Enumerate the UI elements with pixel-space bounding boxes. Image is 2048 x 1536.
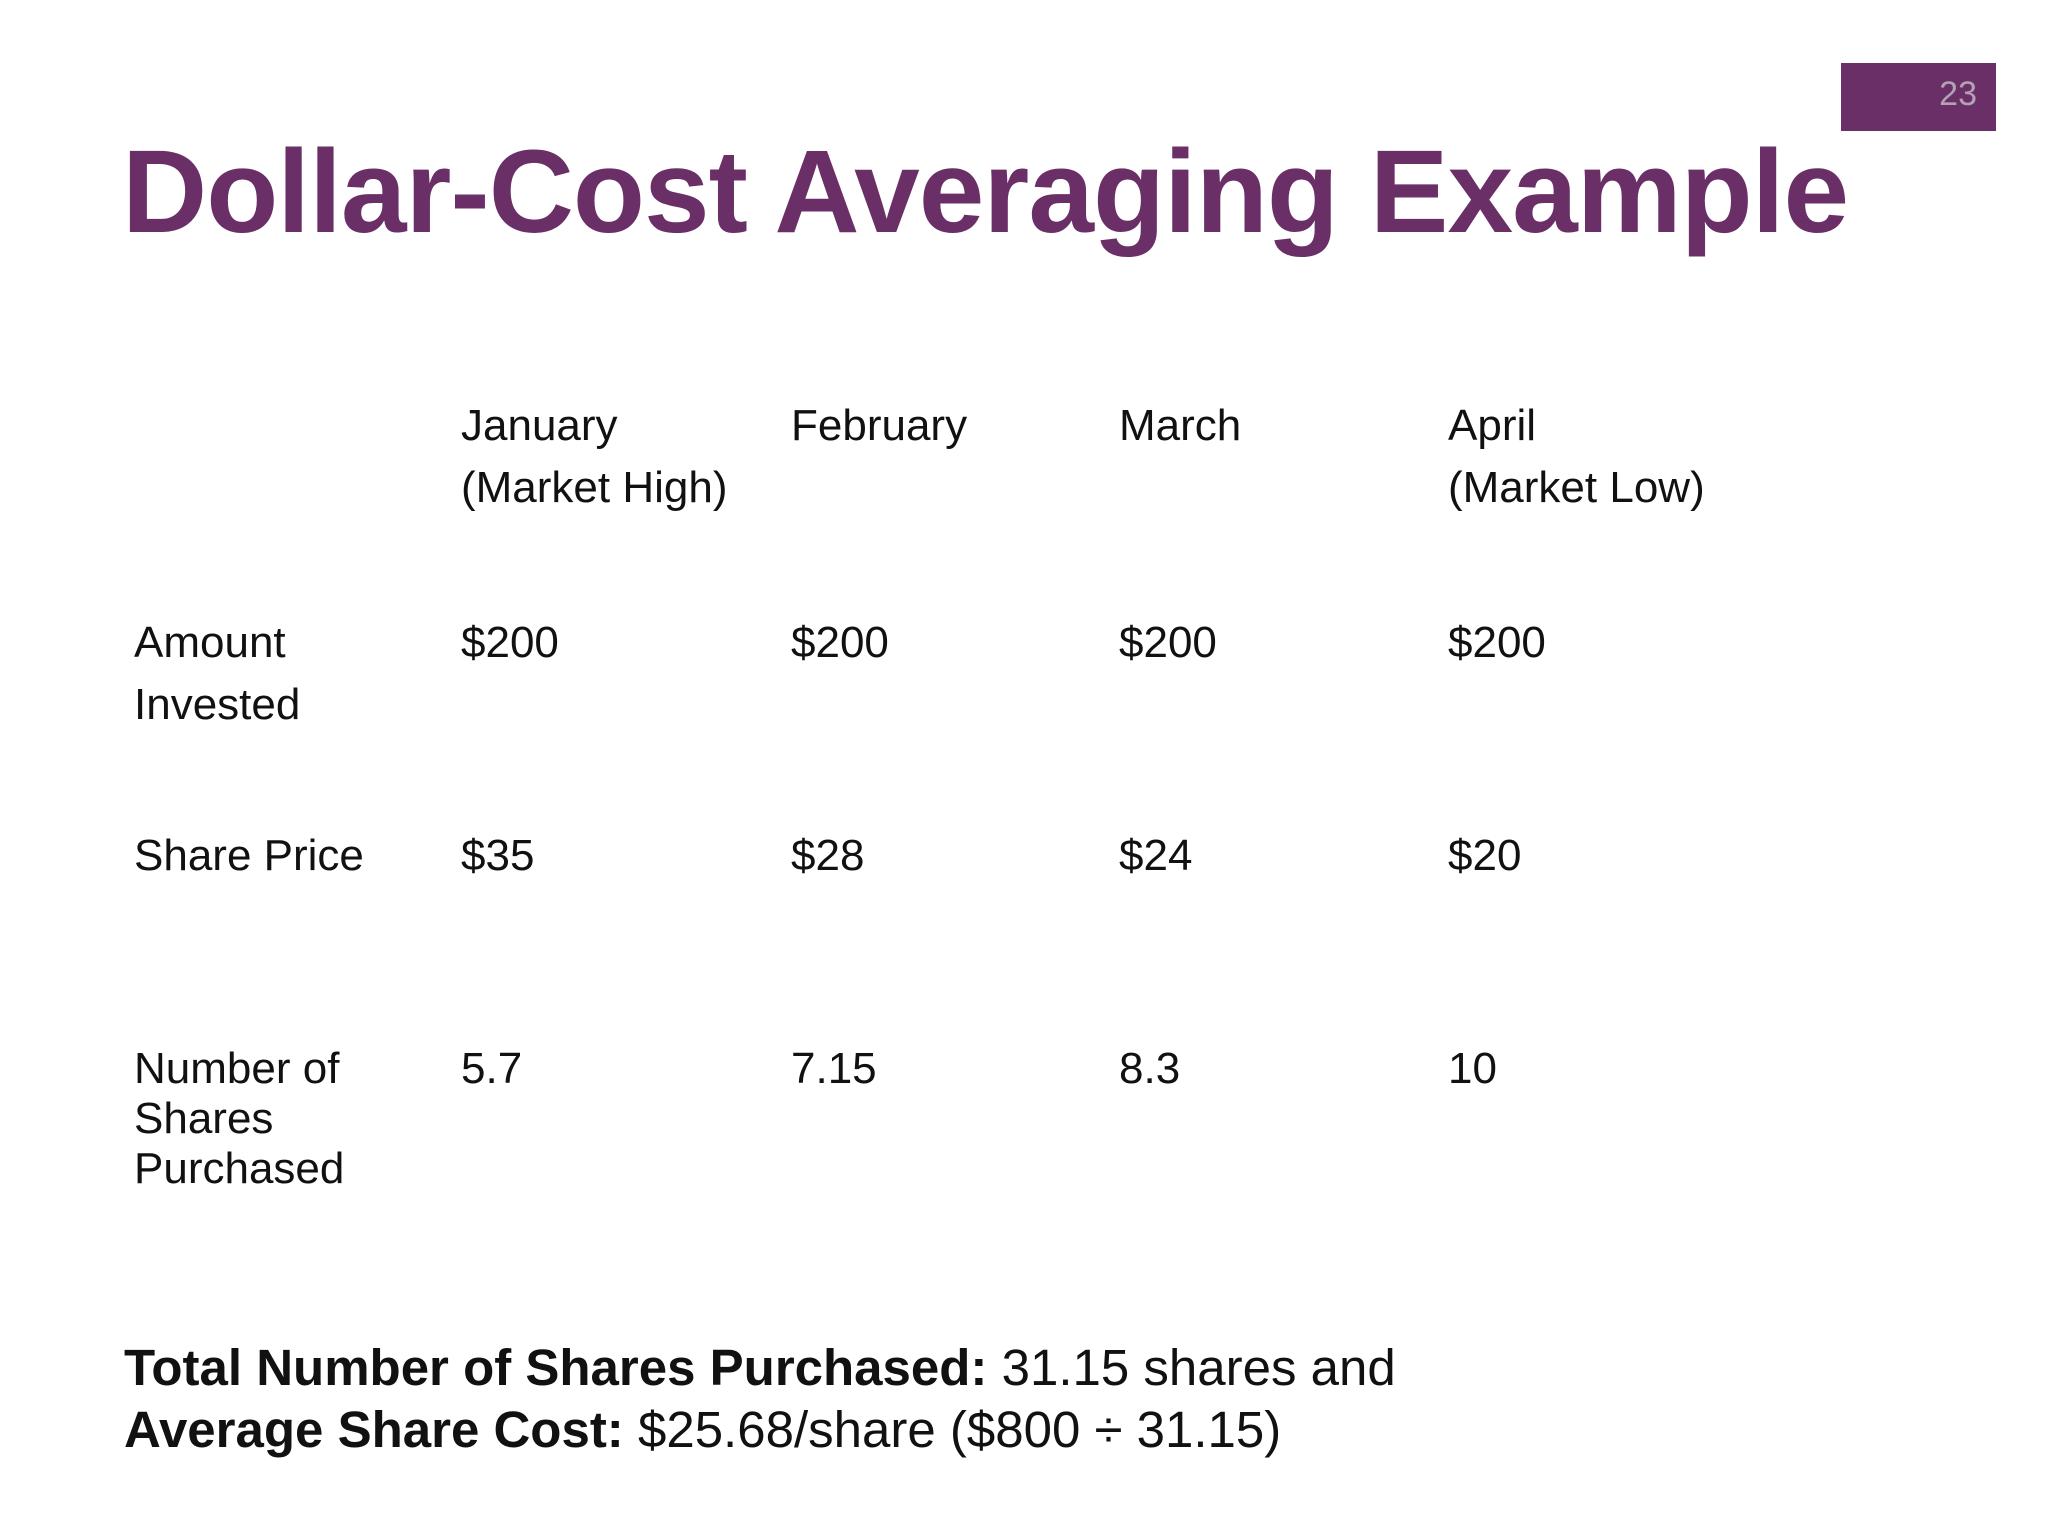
row-label-share-price: Share Price bbox=[134, 825, 364, 887]
row-label-amount-invested: Amount Invested bbox=[134, 612, 300, 736]
summary-average-line: Average Share Cost: $25.68/share ($800 ÷… bbox=[124, 1399, 1396, 1461]
row-label-line: Shares bbox=[134, 1094, 274, 1143]
table-cell: $200 bbox=[1448, 618, 1546, 667]
table-cell: $200 bbox=[791, 618, 889, 667]
row-label-line: Purchased bbox=[134, 1144, 345, 1193]
summary: Total Number of Shares Purchased: 31.15 … bbox=[124, 1337, 1396, 1461]
slide-title: Dollar-Cost Averaging Example bbox=[122, 126, 1849, 258]
slide-number: 23 bbox=[1939, 75, 1977, 113]
row-label-number-of-shares-purchased: Number of Shares Purchased bbox=[134, 1044, 344, 1194]
table-cell: $20 bbox=[1448, 831, 1522, 880]
column-header-subline: (Market High) bbox=[461, 463, 728, 512]
table-cell: 8.3 bbox=[1119, 1044, 1181, 1093]
column-header-line: February bbox=[791, 401, 968, 450]
column-header-january: January (Market High) bbox=[461, 395, 728, 519]
column-header-february: February bbox=[791, 395, 967, 457]
column-header-march: March bbox=[1119, 395, 1241, 457]
table-cell: $28 bbox=[791, 831, 865, 880]
column-header-april: April (Market Low) bbox=[1448, 395, 1705, 519]
table-cell: $35 bbox=[461, 831, 535, 880]
row-label-line: Number of bbox=[134, 1044, 340, 1093]
table-cell: 7.15 bbox=[791, 1044, 877, 1093]
summary-total-label: Total Number of Shares Purchased: bbox=[124, 1339, 988, 1396]
column-header-line: January bbox=[461, 401, 618, 450]
column-header-subline: (Market Low) bbox=[1448, 463, 1705, 512]
row-label-line: Share Price bbox=[134, 831, 364, 880]
summary-total-value: 31.15 shares and bbox=[987, 1339, 1396, 1396]
summary-total-line: Total Number of Shares Purchased: 31.15 … bbox=[124, 1337, 1396, 1399]
table-cell: $200 bbox=[1119, 618, 1217, 667]
table-cell: $24 bbox=[1119, 831, 1193, 880]
slide-number-badge: 23 bbox=[1841, 63, 1996, 131]
column-header-line: April bbox=[1448, 401, 1537, 450]
table-cell: 10 bbox=[1448, 1044, 1497, 1093]
table-cell: $200 bbox=[461, 618, 559, 667]
summary-average-label: Average Share Cost: bbox=[124, 1401, 624, 1458]
summary-average-value: $25.68/share ($800 ÷ 31.15) bbox=[623, 1401, 1282, 1458]
row-label-line: Amount bbox=[134, 618, 286, 667]
column-header-line: March bbox=[1119, 401, 1242, 450]
table-cell: 5.7 bbox=[461, 1044, 523, 1093]
row-label-line: Invested bbox=[134, 680, 301, 729]
